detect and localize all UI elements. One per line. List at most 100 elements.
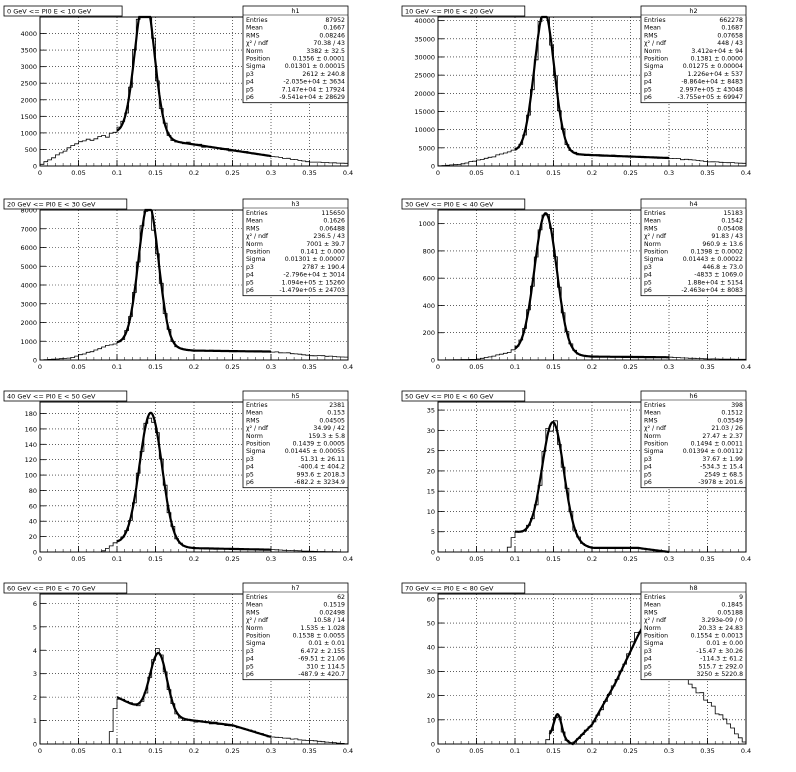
stats-value: -69.51 ± 21.06 [298, 656, 345, 663]
y-tick-label: 180 [25, 410, 37, 418]
stats-label: Sigma [644, 640, 664, 647]
stats-label: p5 [246, 663, 254, 670]
stats-label: Sigma [246, 63, 266, 70]
y-tick-label: 140 [25, 441, 37, 449]
y-tick-label: 20000 [414, 90, 435, 98]
stats-value: 0.1356 ± 0.0001 [293, 56, 345, 63]
stats-label: Entries [246, 594, 268, 601]
x-tick-label: 0.25 [225, 555, 239, 563]
stats-label: Norm [246, 241, 263, 248]
y-tick-label: 20 [29, 533, 37, 541]
y-tick-label: 5000 [418, 144, 435, 152]
histogram-panel-5: 0 0.05 0.1 0.15 0.2 0.25 0.3 0.35 0.4 0 20 40 60 80 10… [3, 390, 353, 563]
stats-label: p6 [246, 287, 254, 294]
x-tick-label: 0.25 [623, 747, 637, 755]
stats-value: 10.58 / 14 [313, 617, 345, 624]
x-tick-label: 0.35 [700, 555, 714, 563]
stats-value: 446.8 ± 73.0 [702, 264, 743, 271]
histogram-panel-6: 0 0.05 0.1 0.15 0.2 0.25 0.3 0.35 0.4 0 5 10 15 20 25 3… [401, 390, 751, 563]
x-tick-label: 0.25 [225, 747, 239, 755]
stats-value: 0.1538 ± 0.0055 [293, 633, 345, 640]
title-box [3, 198, 128, 210]
stats-label: Norm [644, 241, 661, 248]
stats-value: 0.01443 ± 0.00022 [683, 256, 743, 263]
stats-label: χ² / ndf [644, 617, 667, 624]
stats-value: 0.141 ± 0.000 [300, 249, 345, 256]
stats-label: RMS [644, 417, 658, 424]
y-tick-label: 2500 [20, 80, 37, 88]
y-tick-label: 7000 [20, 225, 37, 233]
histogram-panel-4: 0 0.05 0.1 0.15 0.2 0.25 0.3 0.35 0.4 0 200 400 600 8… [401, 198, 751, 371]
stats-label: RMS [246, 417, 260, 424]
stats-box [242, 198, 349, 297]
y-tick-label: 1500 [20, 113, 37, 121]
stats-value: 0.1519 [323, 602, 345, 609]
y-tick-label: 25 [427, 447, 435, 455]
title-box [3, 5, 123, 17]
y-tick-label: 15 [427, 488, 435, 496]
y-tick-label: 3000 [20, 300, 37, 308]
x-tick-label: 0.4 [343, 747, 353, 755]
stats-label: p6 [246, 94, 254, 101]
stats-value: 37.67 ± 1.99 [702, 456, 743, 463]
x-tick-label: 0.2 [587, 169, 597, 177]
x-tick-label: 0.15 [546, 363, 560, 371]
title-box [401, 5, 526, 17]
stats-value: 0.1554 ± 0.0013 [691, 633, 743, 640]
y-tick-label: 0 [33, 357, 37, 365]
x-tick-label: 0 [38, 747, 42, 755]
stats-label: p3 [246, 71, 254, 78]
x-tick-label: 0.35 [302, 747, 316, 755]
stats-label: Position [246, 633, 270, 640]
y-tick-label: 0 [431, 549, 435, 557]
x-tick-label: 0.1 [112, 363, 122, 371]
y-tick-label: 80 [29, 487, 37, 495]
y-tick-label: 60 [427, 595, 435, 603]
title-box [401, 582, 526, 594]
stats-box [242, 582, 349, 681]
stats-label: Entries [246, 402, 268, 409]
y-tick-label: 1 [33, 717, 37, 725]
stats-value: 0.05188 [717, 609, 743, 616]
stats-label: p4 [246, 656, 254, 663]
stats-value: 115650 [321, 210, 345, 217]
stats-label: p4 [644, 464, 652, 471]
stats-value: 3.293e-09 / 0 [701, 617, 743, 624]
x-tick-label: 0.1 [112, 169, 122, 177]
stats-label: χ² / ndf [644, 233, 667, 240]
x-tick-label: 0.25 [623, 363, 637, 371]
stats-label: Position [246, 56, 270, 63]
stats-value: 0.1398 ± 0.0002 [691, 249, 743, 256]
fit-curve [116, 651, 272, 739]
stats-label: Position [246, 249, 270, 256]
stats-label: χ² / ndf [644, 40, 667, 47]
stats-box [640, 582, 747, 681]
stats-label: Position [246, 441, 270, 448]
stats-label: Entries [644, 594, 666, 601]
stats-label: p6 [644, 94, 652, 101]
stats-label: RMS [246, 225, 260, 232]
y-tick-label: 120 [25, 456, 37, 464]
x-tick-label: 0.4 [343, 363, 353, 371]
stats-value: 0.1626 [323, 218, 345, 225]
histogram-title: 20 GeV <= PI0 E < 30 GeV [7, 201, 96, 209]
y-tick-label: 20 [427, 692, 435, 700]
x-tick-label: 0.05 [469, 747, 483, 755]
stats-name: h5 [291, 392, 299, 400]
y-tick-label: 60 [29, 502, 37, 510]
stats-value: 7.147e+04 ± 17924 [282, 86, 345, 93]
x-tick-label: 0.1 [510, 169, 520, 177]
x-tick-label: 0.15 [546, 555, 560, 563]
stats-value: 0.04505 [319, 417, 345, 424]
x-tick-label: 0.1 [510, 747, 520, 755]
x-tick-label: 0.2 [189, 169, 199, 177]
y-tick-label: 0 [431, 163, 435, 171]
stats-label: Mean [644, 218, 661, 225]
stats-value: 0.01275 ± 0.00004 [683, 63, 743, 70]
stats-value: 515.7 ± 292.0 [698, 663, 743, 670]
stats-value: 310 ± 114.5 [306, 663, 345, 670]
histogram-title: 30 GeV <= PI0 E < 40 GeV [405, 201, 494, 209]
stats-value: 236.5 / 43 [313, 233, 345, 240]
stats-value: -1.479e+05 ± 24703 [279, 287, 345, 294]
y-tick-label: 4 [33, 647, 37, 655]
